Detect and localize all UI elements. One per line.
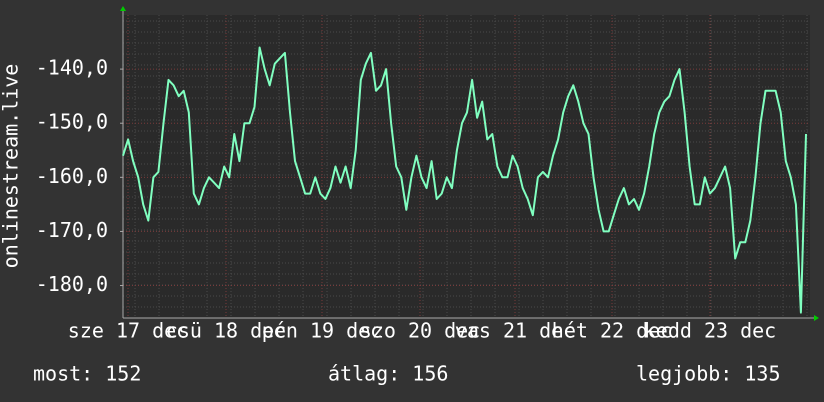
x-tick-label: szo 20 dec [360,319,480,343]
x-tick-label: sze 17 dec [68,319,188,343]
y-tick-label: -170,0 [36,218,108,242]
x-tick-label: csü 18 dec [166,319,286,343]
y-tick-label: -140,0 [36,56,108,80]
axis-arrow [814,315,819,321]
footer-average: átlag: 156 [328,362,448,386]
x-tick-label: vas 21 dec [455,319,575,343]
x-tick-label: hét 22 dec [552,319,672,343]
y-tick-label: -180,0 [36,272,108,296]
axis-arrow [120,6,126,11]
footer-max: legjobb: 135 [636,362,781,386]
x-tick-label: kedd 23 dec [644,319,776,343]
line-series [122,46,807,314]
y-tick-label: -160,0 [36,164,108,188]
y-axis-label: onlinestream.live [0,64,23,269]
x-tick-label: pén 19 dec [262,319,382,343]
y-tick-label: -150,0 [36,110,108,134]
footer-current: most: 152 [33,362,141,386]
